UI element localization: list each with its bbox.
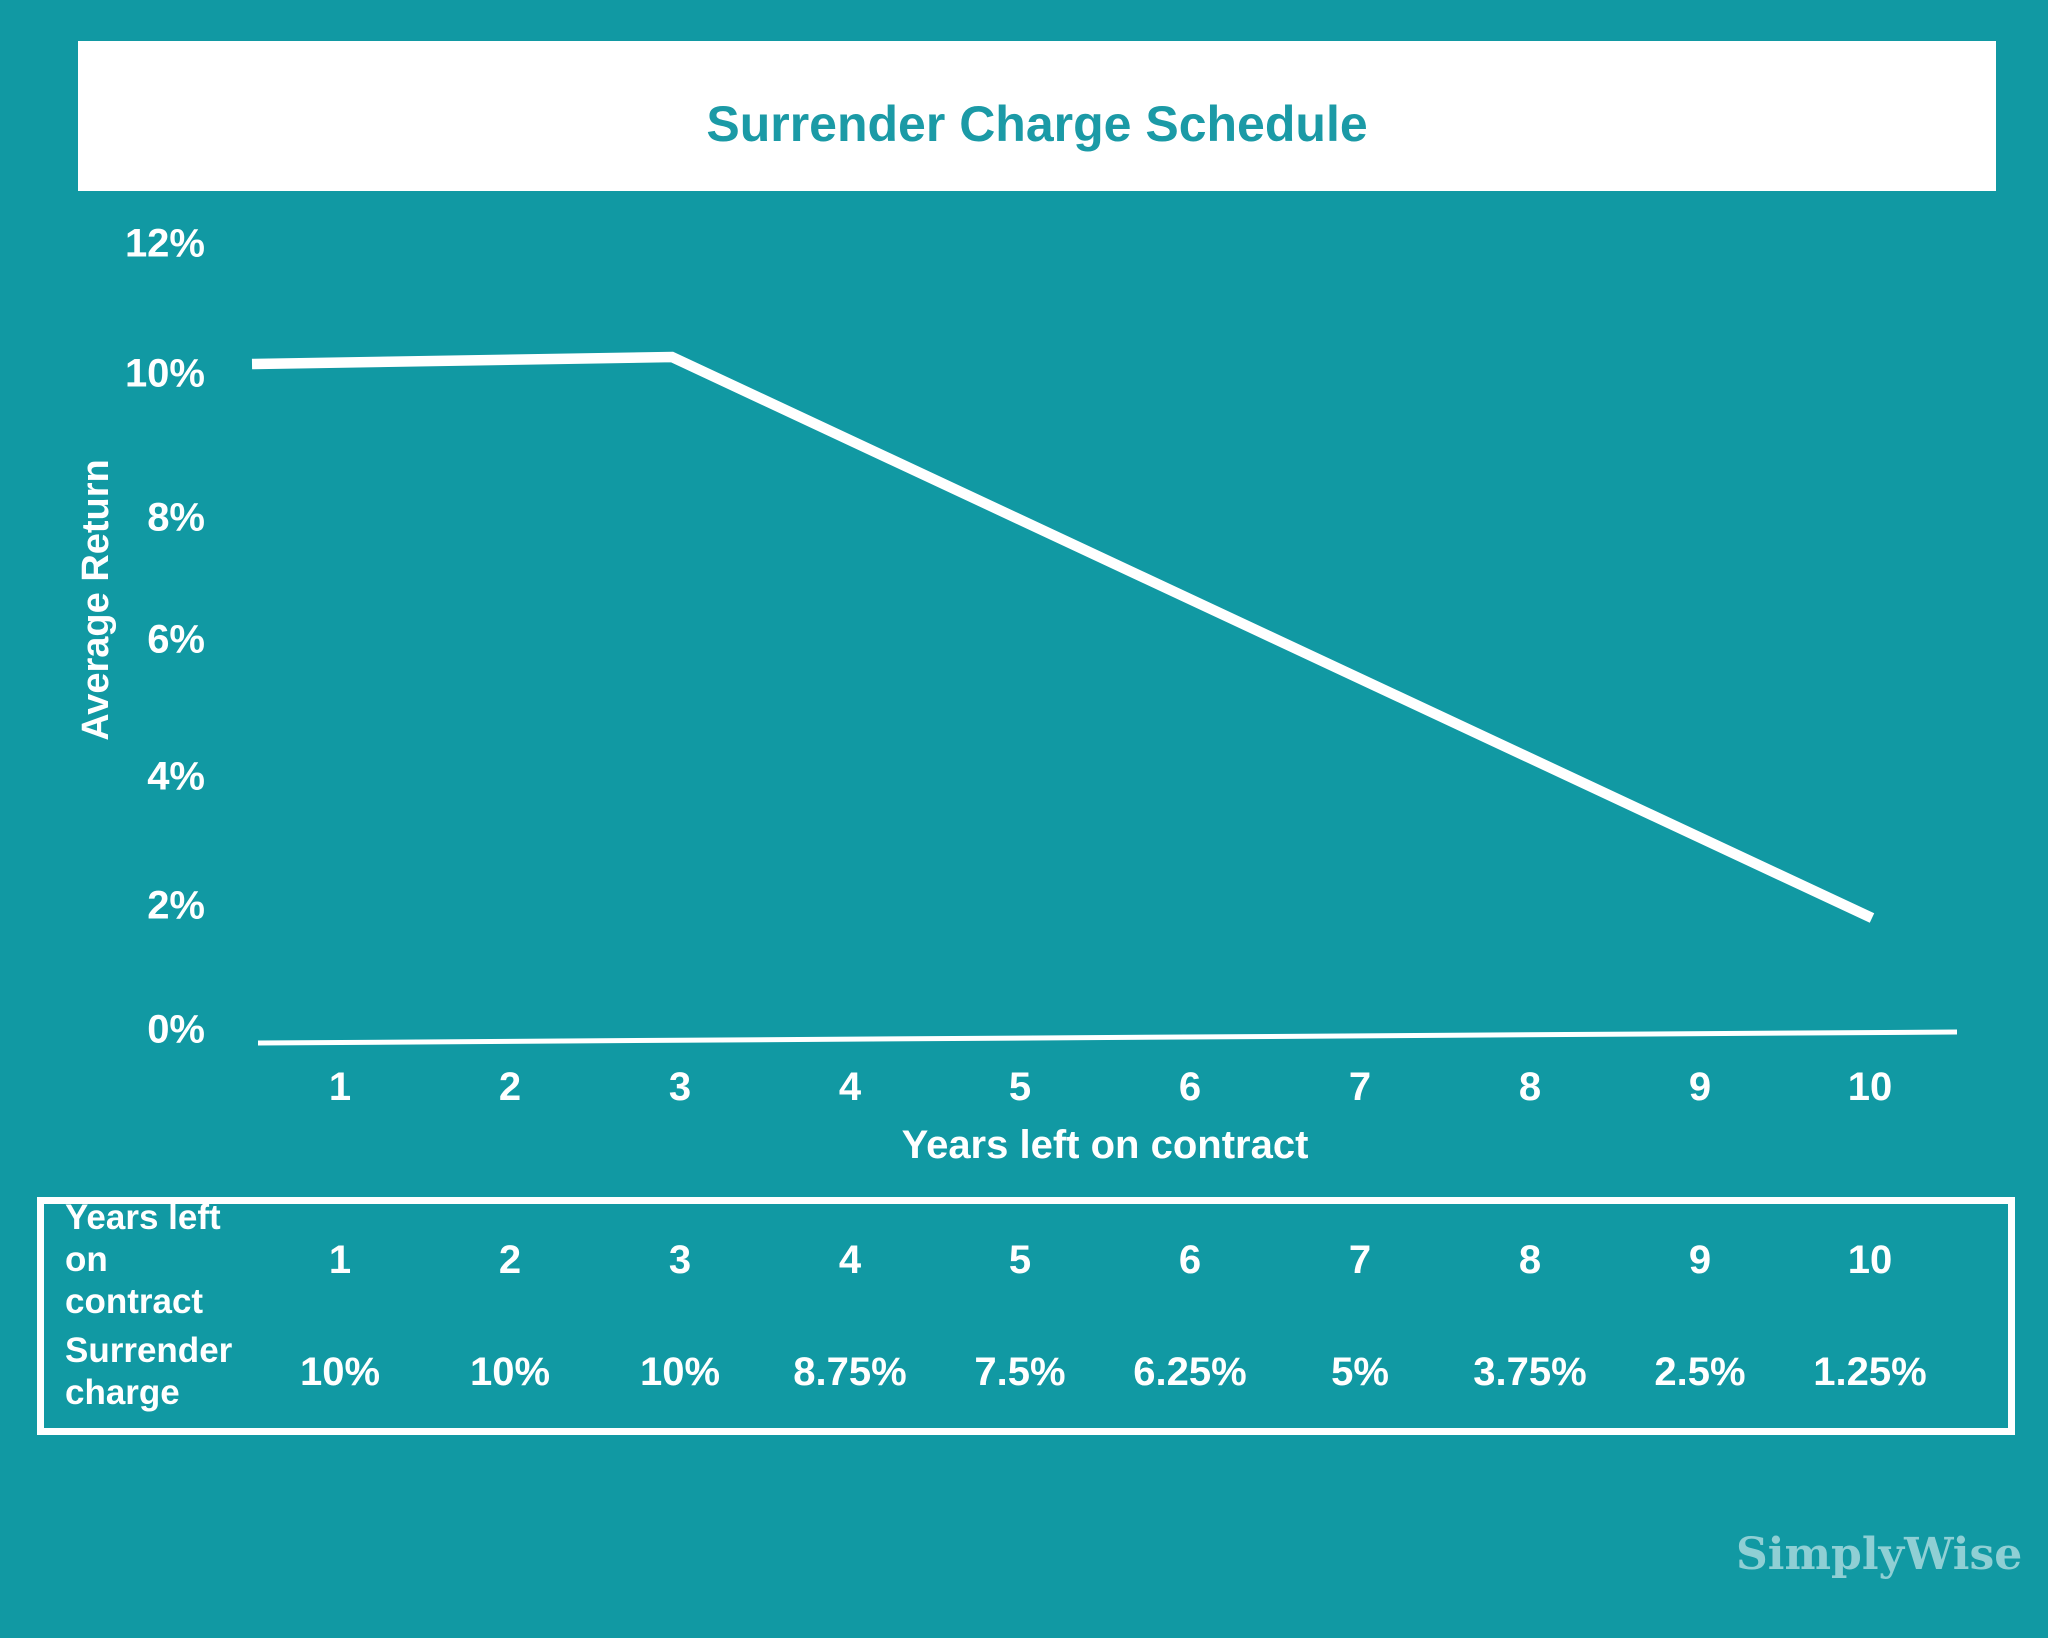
- table-cell: 8.75%: [793, 1349, 907, 1394]
- x-tick-label-5: 5: [1008, 1065, 1032, 1109]
- y-axis-title: Average Return: [75, 459, 117, 741]
- table-cell: 10%: [469, 1349, 551, 1394]
- table-cell: 3.75%: [1473, 1349, 1587, 1394]
- row-label-years: Years left on contract: [44, 1197, 244, 1323]
- row-label-charge-line1: Surrender: [65, 1331, 233, 1370]
- page-title: Surrender Charge Schedule: [706, 96, 1368, 152]
- series-line: [251, 351, 1875, 923]
- table-cell: 1.25%: [1813, 1349, 1927, 1394]
- row-label-charge-line2: charge: [65, 1373, 180, 1412]
- x-tick-row: 1 2 3 4 5 6 7 8 9 10: [255, 1066, 1955, 1108]
- x-tick-label-4: 4: [838, 1065, 862, 1109]
- y-tick-label-12: 12%: [124, 221, 205, 266]
- table-row-years: Years left on contract 1 2 3 4 5 6 7 8 9…: [44, 1198, 2008, 1321]
- row-label-charge: Surrender charge: [44, 1330, 244, 1414]
- table-cells-years: 1 2 3 4 5 6 7 8 9 10: [255, 1238, 1955, 1283]
- table-cell: 10%: [299, 1349, 381, 1394]
- table-cell: 7: [1348, 1237, 1372, 1282]
- surrender-schedule-table: Years left on contract 1 2 3 4 5 6 7 8 9…: [37, 1197, 2015, 1435]
- table-cell: 7.5%: [974, 1349, 1066, 1394]
- x-tick-label-6: 6: [1178, 1065, 1202, 1109]
- y-tick-label-10: 10%: [124, 351, 205, 396]
- x-tick-label-10: 10: [1847, 1065, 1893, 1109]
- x-tick-label-1: 1: [328, 1065, 352, 1109]
- row-label-years-line1: Years left on: [65, 1198, 221, 1279]
- table-cells-charge: 10% 10% 10% 8.75% 7.5% 6.25% 5% 3.75% 2.…: [255, 1350, 1955, 1395]
- table-cell: 4: [838, 1237, 862, 1282]
- table-cell: 6: [1178, 1237, 1202, 1282]
- y-tick-label-6: 6%: [147, 617, 205, 662]
- x-tick-label-9: 9: [1688, 1065, 1712, 1109]
- x-tick-label-7: 7: [1348, 1065, 1372, 1109]
- table-cell: 10: [1847, 1237, 1893, 1282]
- x-tick-label-2: 2: [498, 1065, 522, 1109]
- table-cell: 6.25%: [1133, 1349, 1247, 1394]
- table-cell: 2: [498, 1237, 522, 1282]
- y-tick-label-8: 8%: [147, 495, 205, 540]
- y-tick-label-4: 4%: [147, 754, 205, 799]
- table-cell: 10%: [639, 1349, 721, 1394]
- table-cell: 5%: [1331, 1349, 1389, 1394]
- y-tick-label-2: 2%: [147, 883, 205, 928]
- table-cell: 8: [1518, 1237, 1542, 1282]
- table-row-charge: Surrender charge 10% 10% 10% 8.75% 7.5% …: [44, 1316, 2008, 1428]
- header-banner: Surrender Charge Schedule: [78, 41, 1996, 191]
- brand-wordmark: SimplyWise: [1736, 1529, 2023, 1580]
- table-cell: 2.5%: [1654, 1349, 1746, 1394]
- table-cell: 9: [1688, 1237, 1712, 1282]
- x-tick-label-3: 3: [668, 1065, 692, 1109]
- x-axis-line: [257, 1029, 1958, 1046]
- x-tick-label-8: 8: [1518, 1065, 1542, 1109]
- x-axis-title: Years left on contract: [901, 1123, 1309, 1167]
- table-cell: 3: [668, 1237, 692, 1282]
- table-cell: 5: [1008, 1237, 1032, 1282]
- row-label-years-line2: contract: [65, 1282, 204, 1321]
- table-cell: 1: [328, 1237, 352, 1282]
- y-tick-label-0: 0%: [147, 1007, 205, 1052]
